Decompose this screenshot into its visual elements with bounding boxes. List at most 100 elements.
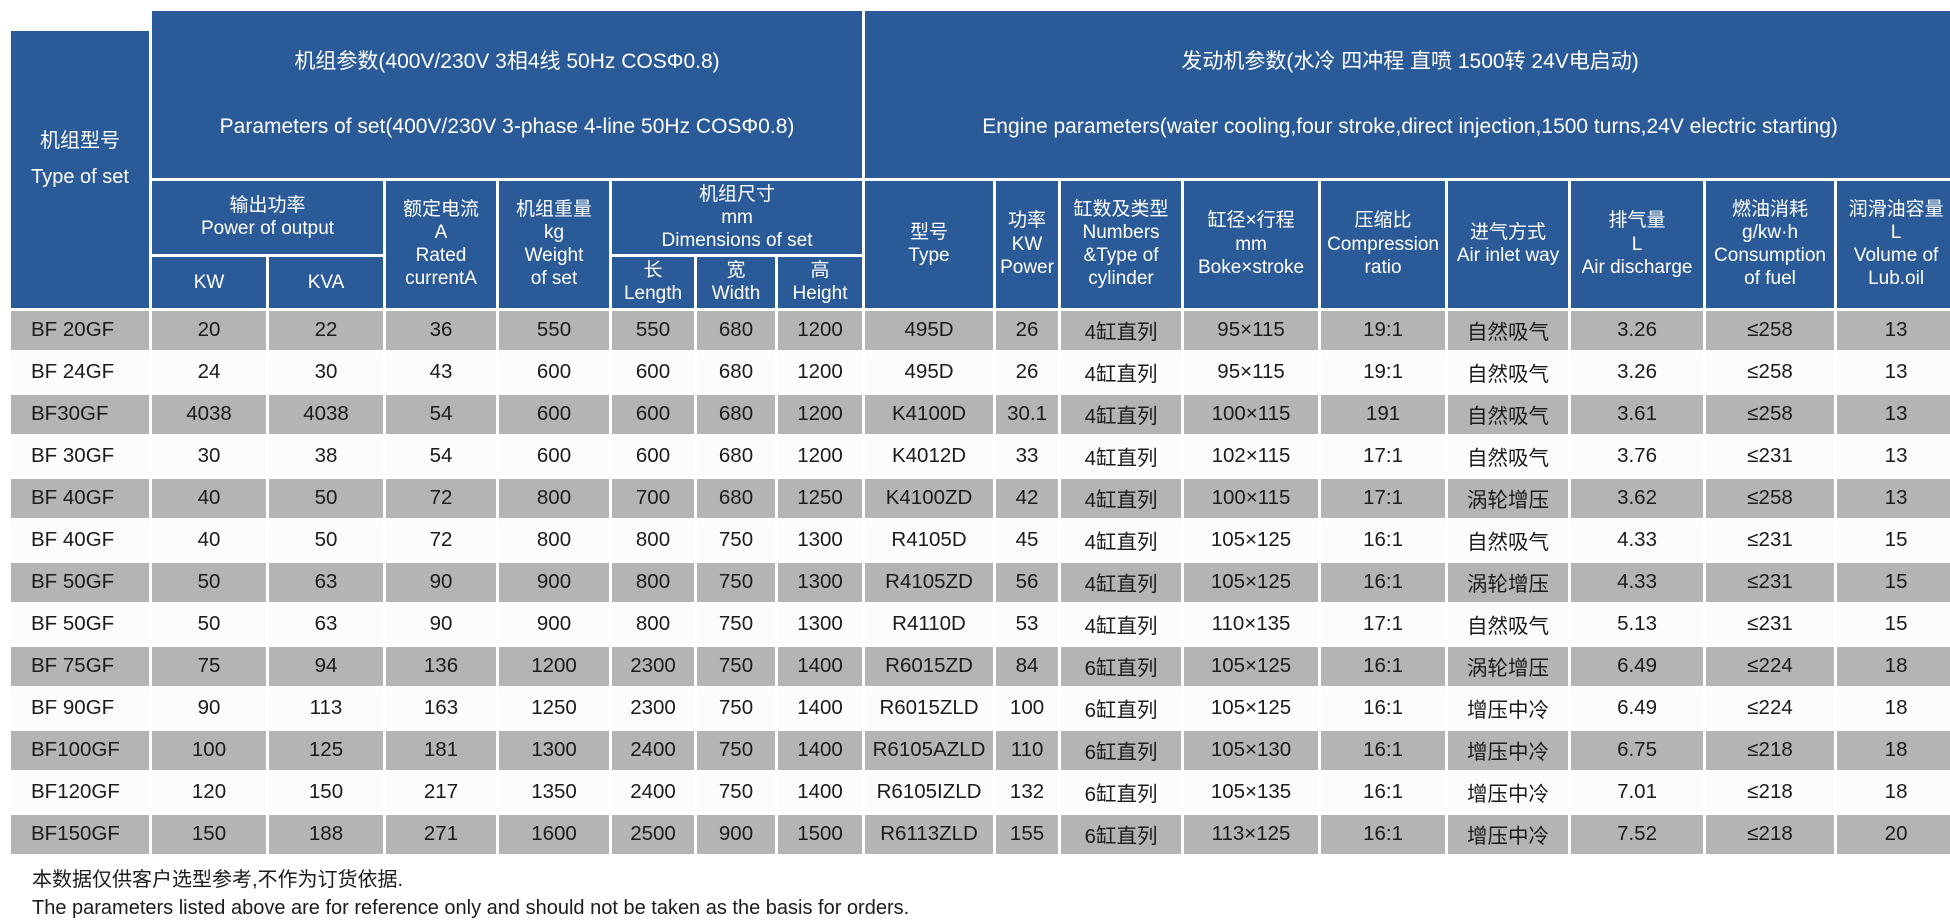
table-row: BF120GF 120 150 217 1350 2400 750 1400 R6105IZLD… xyxy=(11,772,1950,812)
cell-kva: 125 xyxy=(269,730,383,770)
header-dimensions-of-set: 机组尺寸 mm Dimensions of set xyxy=(612,180,863,255)
cell-air-inlet: 增压中冷 xyxy=(1448,688,1569,728)
cell-kw: 50 xyxy=(152,604,266,644)
cell-length: 600 xyxy=(612,352,694,392)
cell-rated-current: 54 xyxy=(386,436,496,476)
cell-model: BF 40GF xyxy=(11,478,149,518)
cell-model: BF 30GF xyxy=(11,436,149,476)
cell-air-discharge: 4.33 xyxy=(1571,562,1704,602)
cell-weight: 1600 xyxy=(499,814,609,854)
cell-engine-power: 53 xyxy=(996,604,1059,644)
cell-fuel-consumption: ≤218 xyxy=(1706,772,1835,812)
cell-engine-type: K4012D xyxy=(865,436,994,476)
cell-width: 750 xyxy=(697,688,775,728)
group-engine-title-zh: 发动机参数(水冷 四冲程 直喷 1500转 24V电启动) xyxy=(1181,49,1639,73)
cell-rated-current: 72 xyxy=(386,520,496,560)
table-row: BF 40GF 40 50 72 800 700 680 1250 K4100ZD 42 4缸直列 1… xyxy=(11,478,1950,518)
cell-height: 1200 xyxy=(778,436,863,476)
cell-kva: 63 xyxy=(269,562,383,602)
cell-width: 750 xyxy=(697,772,775,812)
cell-fuel-consumption: ≤258 xyxy=(1706,352,1835,392)
cell-height: 1400 xyxy=(778,646,863,686)
header-power-of-output: 输出功率 Power of output xyxy=(152,180,383,255)
cell-cylinders: 6缸直列 xyxy=(1061,688,1182,728)
cell-air-inlet: 自然吸气 xyxy=(1448,520,1569,560)
cell-fuel-consumption: ≤224 xyxy=(1706,688,1835,728)
header-engine-power: 功率 KW Power xyxy=(996,180,1059,308)
cell-air-inlet: 自然吸气 xyxy=(1448,436,1569,476)
cell-kw: 24 xyxy=(152,352,266,392)
cell-compression-ratio: 16:1 xyxy=(1321,814,1446,854)
cell-height: 1200 xyxy=(778,352,863,392)
cell-cylinders: 4缸直列 xyxy=(1061,310,1182,350)
cell-cylinders: 4缸直列 xyxy=(1061,520,1182,560)
footnote: 本数据仅供客户选型参考,不作为订货依据. The parameters list… xyxy=(8,857,1942,922)
cell-height: 1400 xyxy=(778,688,863,728)
cell-kva: 22 xyxy=(269,310,383,350)
cell-weight: 600 xyxy=(499,352,609,392)
cell-weight: 600 xyxy=(499,436,609,476)
cell-length: 2300 xyxy=(612,646,694,686)
cell-length: 600 xyxy=(612,436,694,476)
cell-lub-oil-volume: 20 xyxy=(1837,814,1950,854)
cell-air-inlet: 自然吸气 xyxy=(1448,604,1569,644)
cell-bore-stroke: 102×115 xyxy=(1184,436,1319,476)
cell-kva: 4038 xyxy=(269,394,383,434)
cell-fuel-consumption: ≤231 xyxy=(1706,436,1835,476)
cell-engine-power: 155 xyxy=(996,814,1059,854)
cell-kw: 75 xyxy=(152,646,266,686)
cell-air-discharge: 5.13 xyxy=(1571,604,1704,644)
group-engine-title-en: Engine parameters(water cooling,four str… xyxy=(982,114,1838,138)
cell-engine-type: R4105ZD xyxy=(865,562,994,602)
cell-model: BF30GF xyxy=(11,394,149,434)
cell-cylinders: 4缸直列 xyxy=(1061,604,1182,644)
cell-fuel-consumption: ≤258 xyxy=(1706,310,1835,350)
footnote-zh: 本数据仅供客户选型参考,不作为订货依据. xyxy=(32,868,404,891)
cell-height: 1300 xyxy=(778,604,863,644)
cell-bore-stroke: 105×125 xyxy=(1184,646,1319,686)
cell-cylinders: 4缸直列 xyxy=(1061,394,1182,434)
header-engine-type: 型号 Type xyxy=(865,180,994,308)
cell-compression-ratio: 17:1 xyxy=(1321,436,1446,476)
cell-engine-power: 132 xyxy=(996,772,1059,812)
cell-weight: 600 xyxy=(499,394,609,434)
cell-compression-ratio: 16:1 xyxy=(1321,562,1446,602)
cell-kw: 20 xyxy=(152,310,266,350)
cell-bore-stroke: 105×125 xyxy=(1184,562,1319,602)
table-row: BF 75GF 75 94 136 1200 2300 750 1400 R6015ZD 84 6缸… xyxy=(11,646,1950,686)
cell-length: 600 xyxy=(612,394,694,434)
cell-engine-power: 45 xyxy=(996,520,1059,560)
cell-engine-power: 84 xyxy=(996,646,1059,686)
header-weight-of-set: 机组重量 kg Weight of set xyxy=(499,180,609,308)
cell-lub-oil-volume: 15 xyxy=(1837,604,1950,644)
cell-model: BF 40GF xyxy=(11,520,149,560)
cell-kw: 150 xyxy=(152,814,266,854)
cell-height: 1500 xyxy=(778,814,863,854)
cell-length: 2400 xyxy=(612,730,694,770)
cell-kva: 63 xyxy=(269,604,383,644)
cell-lub-oil-volume: 18 xyxy=(1837,730,1950,770)
cell-height: 1400 xyxy=(778,772,863,812)
header-height: 高 Height xyxy=(778,257,863,308)
table-body: BF 20GF 20 22 36 550 550 680 1200 495D 26 4缸直列 95×1… xyxy=(11,310,1950,854)
cell-air-discharge: 3.76 xyxy=(1571,436,1704,476)
cell-engine-type: R6015ZLD xyxy=(865,688,994,728)
cell-air-discharge: 4.33 xyxy=(1571,520,1704,560)
cell-air-discharge: 7.52 xyxy=(1571,814,1704,854)
cell-bore-stroke: 105×125 xyxy=(1184,688,1319,728)
cell-weight: 800 xyxy=(499,478,609,518)
cell-engine-type: R4105D xyxy=(865,520,994,560)
cell-cylinders: 6缸直列 xyxy=(1061,646,1182,686)
table-header: 机组型号 Type of set 机组参数(400V/230V 3相4线 50H… xyxy=(11,11,1950,308)
cell-height: 1400 xyxy=(778,730,863,770)
cell-width: 680 xyxy=(697,394,775,434)
cell-air-inlet: 自然吸气 xyxy=(1448,394,1569,434)
cell-lub-oil-volume: 15 xyxy=(1837,562,1950,602)
cell-cylinders: 4缸直列 xyxy=(1061,562,1182,602)
header-lub-oil-volume: 润滑油容量 L Volume of Lub.oil xyxy=(1837,180,1950,308)
cell-rated-current: 136 xyxy=(386,646,496,686)
cell-rated-current: 217 xyxy=(386,772,496,812)
cell-model: BF 24GF xyxy=(11,352,149,392)
cell-width: 750 xyxy=(697,562,775,602)
